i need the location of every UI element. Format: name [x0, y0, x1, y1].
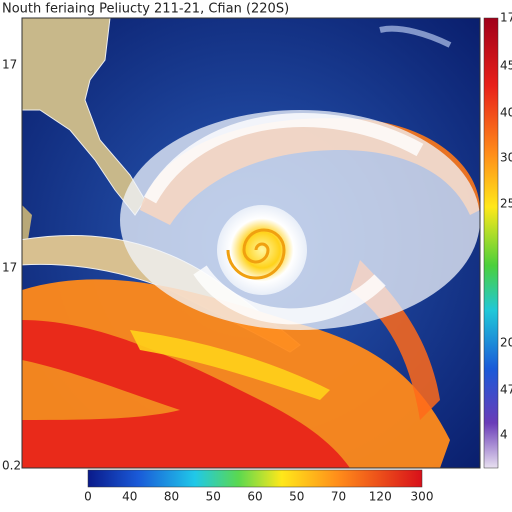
colorbar-label: 300 [411, 490, 434, 504]
colorbar-label: 80 [164, 490, 179, 504]
map-frame [21, 17, 481, 469]
horizontal-colorbar [87, 469, 423, 488]
colorbar-label: 45 [500, 59, 512, 73]
colorbar-label: 20 [500, 336, 512, 350]
colorbar-label: 50 [289, 490, 304, 504]
colorbar-label: 47 [500, 383, 512, 397]
colorbar-label: 120 [369, 490, 392, 504]
colorbar-label: 40 [122, 490, 137, 504]
vertical-colorbar [483, 17, 499, 469]
map-title: Nouth feriaing Peliucty 211-21, Cfian (2… [2, 2, 289, 17]
left-label: 17 [2, 58, 17, 72]
left-label: 17 [2, 261, 17, 275]
colorbar-label: 4 [500, 428, 508, 442]
colorbar-label: 0 [84, 490, 92, 504]
hurricane-eye [217, 205, 307, 295]
colorbar-label: 17 [500, 11, 512, 25]
left-label: 0.2 [2, 459, 21, 473]
cloud-shield [120, 110, 480, 330]
map-area [22, 18, 480, 468]
rain-band-red [22, 320, 350, 468]
land [22, 205, 32, 245]
cloud [379, 25, 452, 48]
rain-band-yellow [130, 330, 330, 400]
cloud-arm [193, 265, 386, 325]
colorbar-label: 25 [500, 197, 512, 211]
colorbar-label: 50 [206, 490, 221, 504]
cloud-arm [143, 113, 424, 204]
eye-spiral [226, 228, 286, 280]
colorbar-label: 70 [331, 490, 346, 504]
colorbar-label: 60 [247, 490, 262, 504]
colorbar-label: 30 [500, 151, 512, 165]
colorbar-label: 40 [500, 106, 512, 120]
